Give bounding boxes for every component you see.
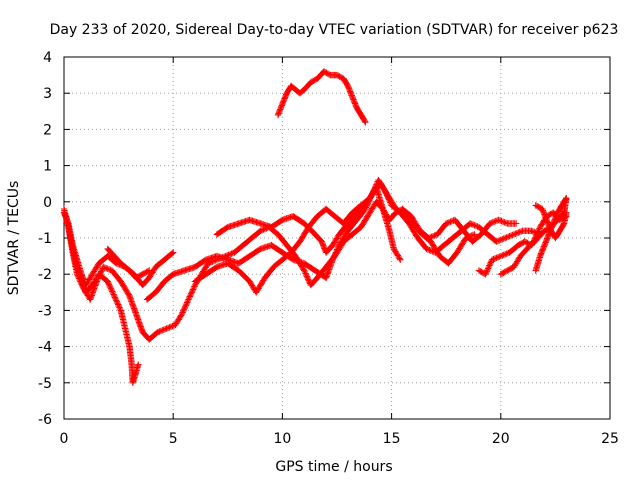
series-arc-f <box>213 180 478 267</box>
y-tick-label: 0 <box>43 195 52 211</box>
series-arc-g <box>274 68 369 126</box>
y-tick-label: 4 <box>43 50 52 66</box>
chart-title: Day 233 of 2020, Sidereal Day-to-day VTE… <box>50 22 619 38</box>
series-arc-d <box>143 176 544 303</box>
series-marks <box>532 195 570 274</box>
x-tick-label: 25 <box>601 431 619 447</box>
y-tick-label: -6 <box>38 412 52 428</box>
series-arc-l <box>104 245 153 281</box>
series-marks <box>104 245 153 281</box>
y-tick-label: -4 <box>38 340 52 356</box>
y-tick-label: 3 <box>43 86 52 102</box>
x-tick-label: 15 <box>383 431 401 447</box>
y-tick-label: 1 <box>43 159 52 175</box>
x-tick-label: 0 <box>60 431 69 447</box>
x-axis-label: GPS time / hours <box>275 459 392 475</box>
series-marks <box>213 180 478 267</box>
x-tick-label: 20 <box>492 431 510 447</box>
ticks-layer: 0 5 10 15 20 25 -6 -5 -4 -3 -2 -1 0 1 2 3 4 <box>38 50 619 447</box>
series-marks <box>274 68 369 126</box>
series-marks <box>143 176 544 303</box>
y-tick-label: -2 <box>38 267 52 283</box>
y-tick-label: -3 <box>38 303 52 319</box>
y-tick-label: -1 <box>38 231 52 247</box>
series-arc-k <box>532 195 570 274</box>
x-tick-label: 10 <box>273 431 291 447</box>
y-tick-label: -5 <box>38 376 52 392</box>
x-tick-label: 5 <box>169 431 178 447</box>
y-tick-label: 2 <box>43 122 52 138</box>
y-axis-label: SDTVAR / TECUs <box>6 181 22 296</box>
data-layer <box>60 68 570 386</box>
